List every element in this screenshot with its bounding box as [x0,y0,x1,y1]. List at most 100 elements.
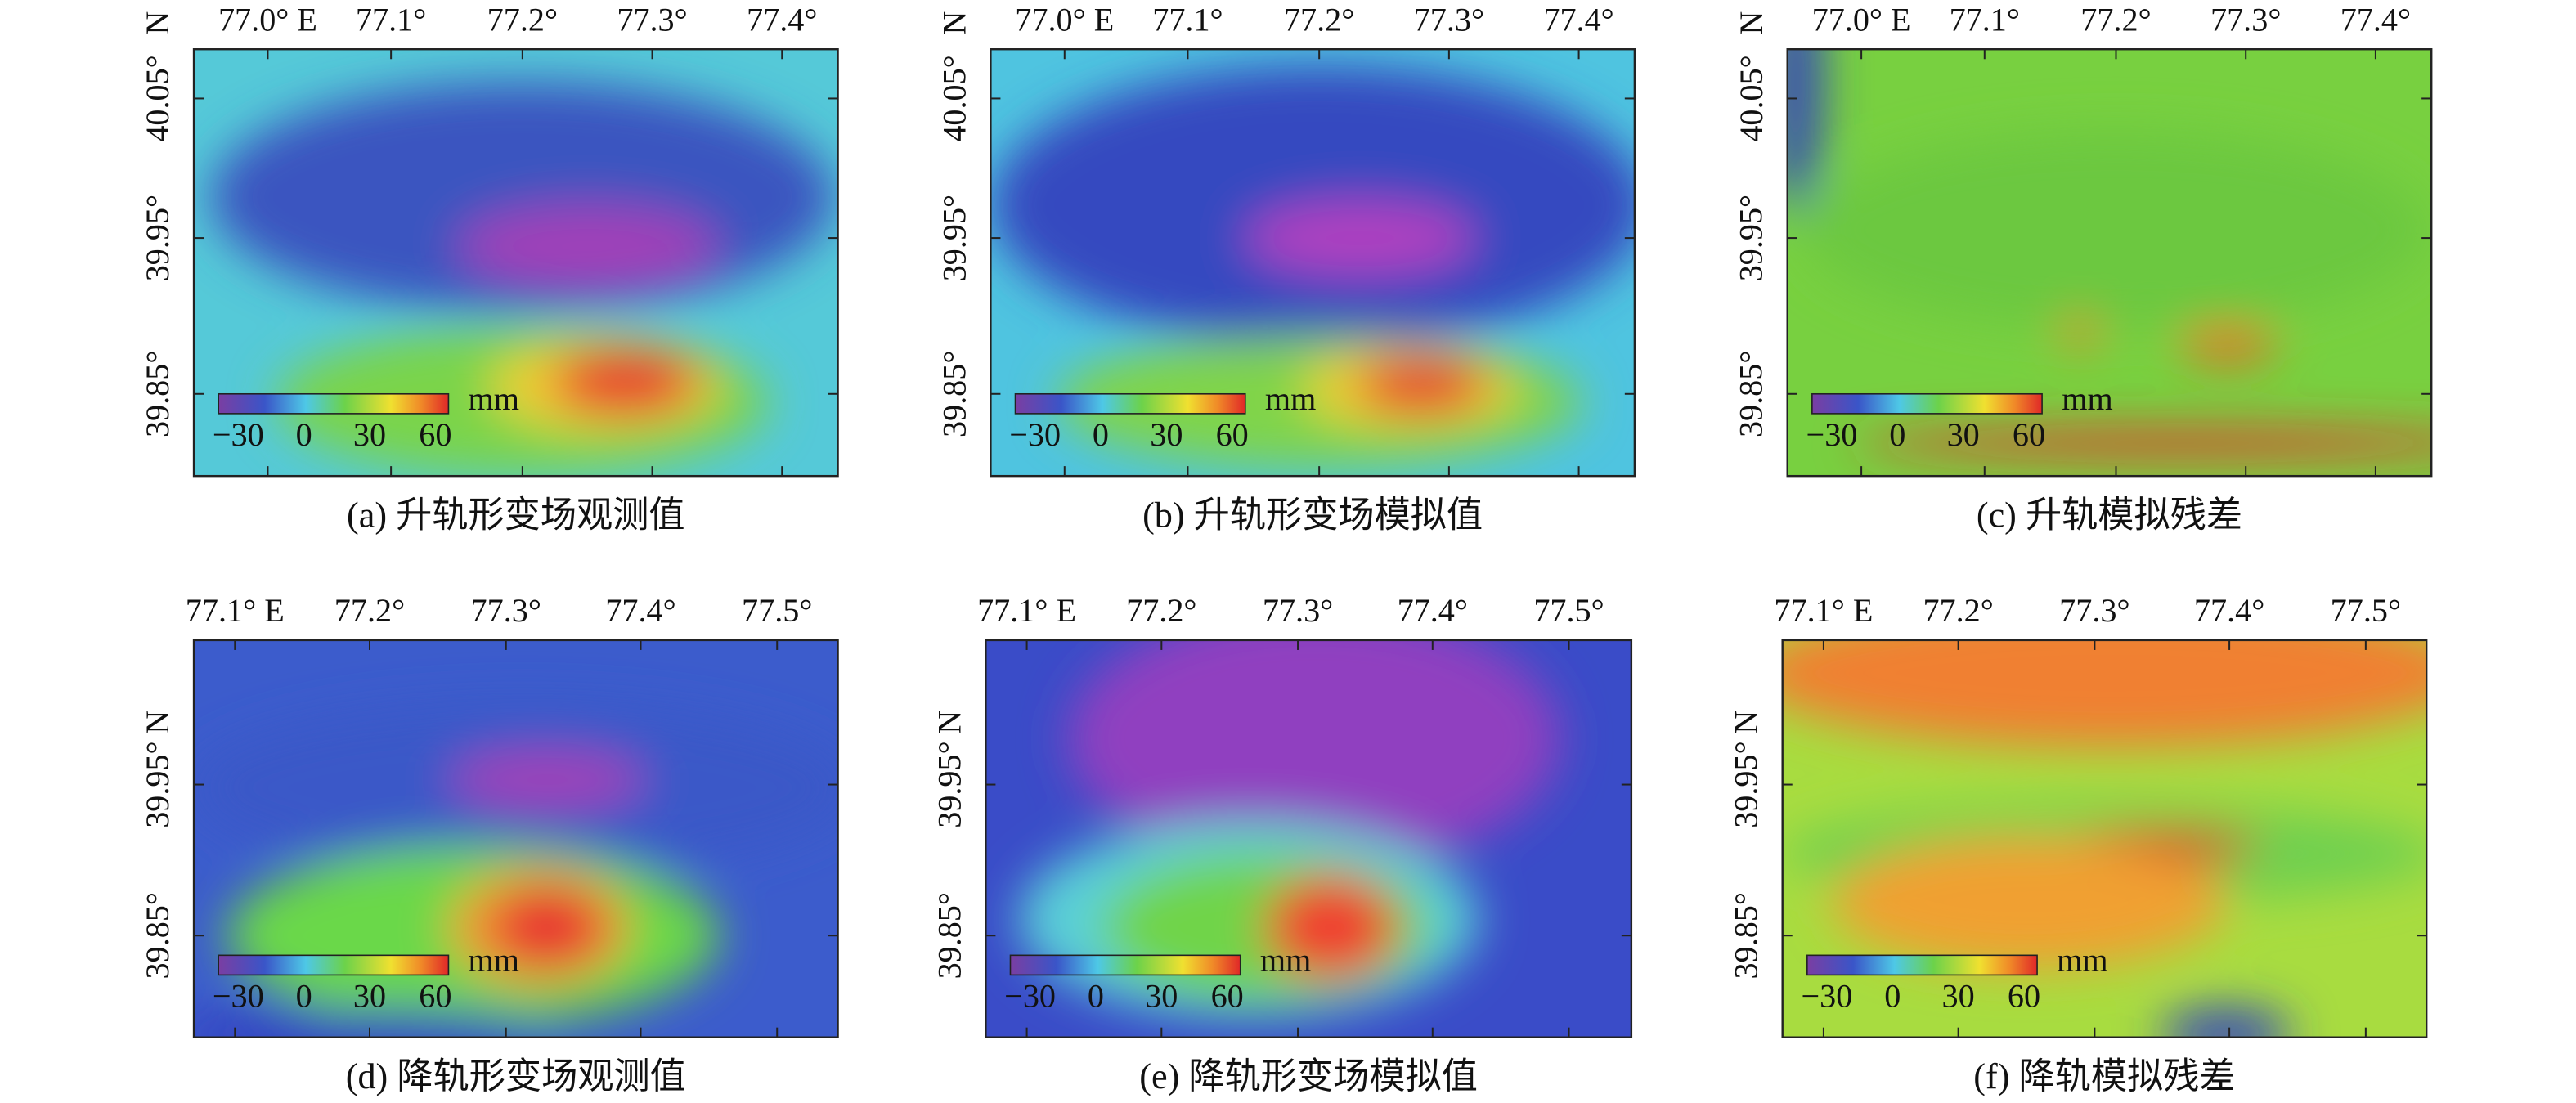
lon-tick-label: 77.4° [2194,592,2264,629]
lon-tick-label: 77.2° [487,1,558,38]
map-frame [985,639,1633,1038]
deformation-map [1782,639,2427,1038]
colorbar-tick-label: 0 [1093,416,1109,453]
lon-tick-label: 77.3° [1414,1,1484,38]
lon-tick-label: 77.5° [2331,592,2401,629]
field-blob [1245,201,1476,275]
map-frame [192,639,839,1038]
lat-unit: N [139,711,176,734]
lat-tick-label: 39.95° [936,195,972,281]
lon-tick-label: 77.1° [1152,1,1223,38]
field-blob [1803,131,2429,329]
panel: 77.0° E 77.1° 77.2° 77.3° 77.4° 39.85° 39.95° 4… [1733,1,2433,536]
map-field [1782,639,2427,1038]
map-field [1018,639,1561,1018]
lat-tick-label: 40.05° [936,55,972,141]
colorbar-tick-label: 30 [1942,978,1975,1015]
field-blob [2178,328,2278,361]
panel-caption: (a) 升轨形变场观测值 [347,495,685,536]
field-blob [448,750,646,809]
lon-tick-label: 77.4° [1543,1,1613,38]
map-frame [1786,48,2433,478]
colorbar-tick-label: −30 [1806,416,1858,453]
panel-caption: (f) 降轨模拟残差 [1973,1056,2235,1096]
panel-caption: (b) 升轨形变场模拟值 [1142,495,1483,536]
lat-unit: N [931,711,967,734]
colorbar [1014,392,1246,415]
lon-tick-label: 77.1° E [977,592,1076,629]
map-frame [990,48,1636,478]
lat-tick-label: 39.85° [1733,351,1770,437]
colorbar-tick-label: 0 [296,416,312,453]
colorbar-tick-label: −30 [213,416,264,453]
colorbar [218,392,450,415]
panel: 77.1° E 77.2° 77.3° 77.4° 77.5° 39.85° 39.95° N… [139,592,839,1096]
lon-tick-label: 77.3° [1263,592,1333,629]
lat-tick-label: 39.95° [1728,741,1765,827]
lon-tick-label: 77.0° E [1015,1,1114,38]
lat-tick-label: 39.85° [139,351,176,437]
colorbar-tick-label: 60 [2013,416,2045,453]
lon-tick-label: 77.2° [334,592,405,629]
colorbar-tick-label: −30 [1004,978,1056,1015]
map-field [210,82,835,477]
lat-tick-label: 40.05° [139,55,176,141]
field-blob [1264,874,1397,980]
colorbar-tick-label: −30 [213,978,264,1015]
lon-tick-label: 77.4° [2340,1,2411,38]
panel: 77.0° E 77.1° 77.2° 77.3° 77.4° 39.85° 39.95° 4… [139,1,839,536]
field-blob [1831,836,2227,969]
map-field [1787,49,2432,457]
colorbar-tick-label: 0 [296,978,312,1015]
deformation-map [194,639,838,1038]
field-blob [550,349,698,415]
lon-tick-label: 77.1° E [1774,592,1873,629]
lat-tick-label: 39.85° [139,892,176,979]
colorbar-tick-label: 60 [1211,978,1244,1015]
lon-tick-label: 77.2° [1126,592,1196,629]
colorbar-unit: mm [1265,380,1317,417]
colorbar-tick-label: 60 [419,978,451,1015]
colorbar-tick-label: 30 [353,416,386,453]
lon-tick-label: 77.2° [1284,1,1354,38]
colorbar-unit: mm [1260,942,1312,979]
lon-tick-label: 77.3° [2059,592,2129,629]
colorbar-tick-label: 0 [1884,978,1901,1015]
colorbar-tick-label: −30 [1009,416,1061,453]
lat-unit: N [1728,711,1765,734]
field-blob [2060,320,2100,347]
lat-tick-label: 39.85° [1728,892,1765,979]
colorbar-unit: mm [469,942,520,979]
colorbar-unit: mm [2057,942,2108,979]
colorbar [1806,954,2038,976]
colorbar-tick-label: 30 [1145,978,1178,1015]
lat-tick-label: 39.95° [139,741,176,827]
field-blob [1355,357,1488,414]
lon-tick-label: 77.4° [1398,592,1468,629]
field-blob [2160,1009,2292,1038]
lon-tick-label: 77.2° [1923,592,1993,629]
lat-unit: N [139,11,176,35]
field-blob [1782,639,2427,747]
lon-tick-label: 77.3° [617,1,687,38]
lat-tick-label: 39.95° [139,195,176,281]
colorbar-tick-label: 0 [1889,416,1905,453]
lon-tick-label: 77.5° [742,592,812,629]
lon-tick-label: 77.1° [356,1,426,38]
lat-unit: N [936,11,972,35]
colorbar [1009,954,1241,976]
colorbar-tick-label: 30 [353,978,386,1015]
lat-tick-label: 39.95° [931,741,967,827]
map-frame [1781,639,2428,1038]
panel-caption: (c) 升轨模拟残差 [1977,495,2242,536]
panel: 77.1° E 77.2° 77.3° 77.4° 77.5° 39.85° 39.95° N… [931,592,1633,1096]
colorbar-tick-label: 60 [419,416,451,453]
field-blob [194,1009,555,1038]
panel: 77.0° E 77.1° 77.2° 77.3° 77.4° 39.85° 39.95° 4… [936,1,1636,536]
colorbar-tick-label: 0 [1088,978,1104,1015]
colorbar [218,954,450,976]
colorbar-tick-label: −30 [1802,978,1853,1015]
lon-tick-label: 77.0° E [218,1,317,38]
